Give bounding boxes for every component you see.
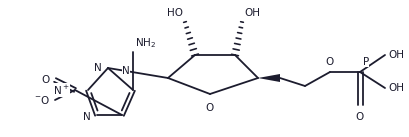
Text: OH: OH: [388, 50, 404, 60]
Polygon shape: [258, 74, 280, 82]
Text: O: O: [326, 57, 334, 67]
Text: O: O: [206, 103, 214, 113]
Text: N$^+$: N$^+$: [54, 83, 70, 97]
Text: N: N: [83, 112, 91, 122]
Text: N: N: [122, 66, 130, 76]
Text: O: O: [42, 75, 50, 85]
Text: O: O: [356, 112, 364, 122]
Text: $^{-}$O: $^{-}$O: [34, 94, 50, 106]
Text: OH: OH: [244, 8, 260, 18]
Text: N: N: [94, 63, 102, 73]
Text: P: P: [363, 57, 369, 67]
Text: OH: OH: [388, 83, 404, 93]
Text: NH$_2$: NH$_2$: [135, 36, 156, 50]
Text: HO: HO: [167, 8, 183, 18]
